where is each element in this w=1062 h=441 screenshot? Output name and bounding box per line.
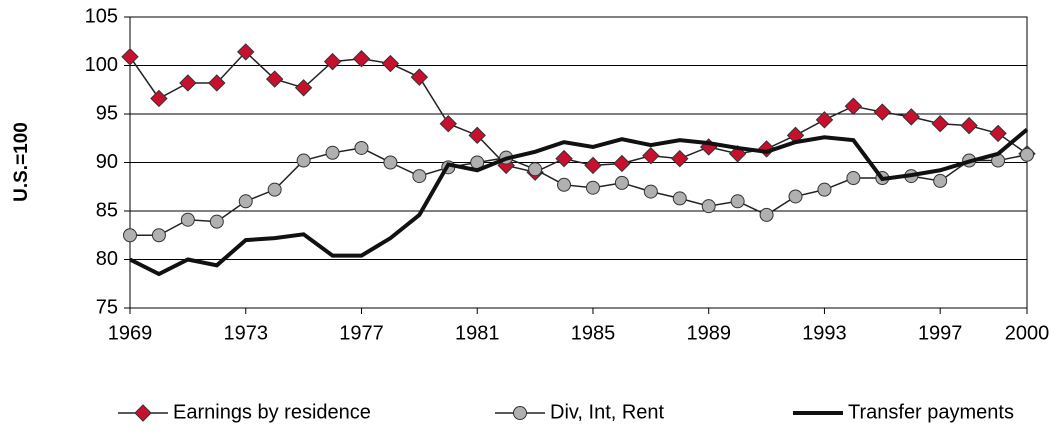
- x-tick-label: 1989: [686, 322, 731, 344]
- x-tick-label: 1977: [339, 322, 384, 344]
- y-tick-label: 75: [96, 296, 118, 318]
- y-axis-label: U.S.=100: [11, 122, 32, 202]
- series-line: [130, 147, 1028, 236]
- point: [788, 189, 803, 204]
- x-tick-label: 1985: [571, 322, 616, 344]
- point: [613, 154, 631, 173]
- point: [352, 50, 371, 68]
- point: [150, 89, 168, 108]
- point: [237, 43, 255, 61]
- point: [439, 114, 457, 133]
- point: [208, 74, 226, 92]
- point: [267, 182, 282, 197]
- point: [815, 111, 834, 129]
- x-tick-label: 1973: [223, 322, 268, 344]
- point: [296, 153, 311, 168]
- point: [642, 147, 660, 165]
- point: [179, 74, 197, 92]
- point: [528, 162, 543, 177]
- legend-label: Div, Int, Rent: [550, 401, 665, 423]
- point: [557, 177, 572, 192]
- point: [294, 79, 313, 97]
- point: [354, 140, 369, 155]
- x-tick-label: 1981: [455, 322, 500, 344]
- point: [933, 173, 948, 188]
- legend-marker: [513, 406, 527, 420]
- point: [383, 155, 398, 170]
- point: [410, 68, 429, 86]
- point: [643, 184, 658, 199]
- plot-border: [129, 16, 1028, 309]
- x-tick-label: 2000: [1005, 322, 1050, 344]
- point: [1020, 147, 1034, 162]
- point: [844, 97, 863, 115]
- point: [151, 228, 166, 243]
- point: [846, 171, 861, 186]
- point: [585, 180, 600, 195]
- point: [701, 199, 716, 214]
- point: [555, 149, 573, 168]
- point: [759, 207, 774, 222]
- point: [209, 214, 224, 229]
- legend-marker: [134, 404, 152, 422]
- point: [180, 212, 195, 227]
- point: [265, 70, 284, 88]
- point: [412, 169, 427, 184]
- x-tick-label: 1993: [802, 322, 847, 344]
- y-tick-label: 90: [96, 151, 118, 173]
- point: [671, 149, 689, 168]
- series-line: [129, 50, 1028, 173]
- y-tick-label: 95: [96, 102, 118, 124]
- point: [381, 54, 400, 73]
- point: [730, 194, 745, 209]
- point: [873, 103, 892, 121]
- point: [960, 116, 978, 135]
- point: [614, 175, 629, 190]
- point: [323, 52, 342, 71]
- point: [672, 191, 687, 206]
- x-tick-label: 1997: [918, 322, 963, 344]
- point: [121, 48, 139, 66]
- y-tick-label: 105: [85, 5, 118, 27]
- legend-label: Transfer payments: [848, 401, 1014, 423]
- point: [325, 145, 340, 160]
- y-tick-label: 100: [85, 54, 118, 76]
- point: [584, 156, 602, 175]
- y-tick-label: 85: [96, 199, 118, 221]
- point: [902, 108, 920, 126]
- point: [123, 228, 137, 243]
- point: [931, 114, 949, 133]
- legend-label: Earnings by residence: [173, 401, 371, 423]
- x-tick-label: 1969: [108, 322, 153, 344]
- point: [989, 124, 1007, 143]
- series-line: [129, 127, 1029, 277]
- y-tick-label: 80: [96, 248, 118, 270]
- point: [817, 182, 832, 197]
- point: [468, 126, 486, 145]
- point: [238, 194, 253, 209]
